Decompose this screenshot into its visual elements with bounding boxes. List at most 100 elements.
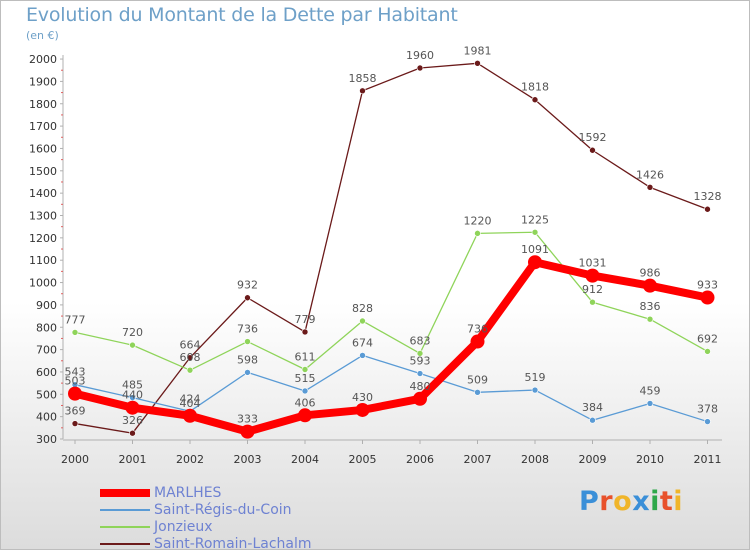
data-label: 326: [122, 414, 143, 427]
data-point: [129, 341, 136, 349]
data-label: 611: [295, 350, 316, 363]
y-tick-label: 300: [36, 433, 57, 446]
data-point: [474, 388, 481, 396]
data-point: [301, 366, 309, 373]
legend-label: MARLHES: [154, 485, 222, 501]
y-tick-label: 1200: [29, 232, 57, 245]
x-tick-label: 2005: [349, 453, 377, 466]
legend-swatch: [100, 489, 150, 497]
data-label: 932: [237, 279, 258, 292]
data-label: 509: [467, 373, 488, 386]
y-tick-label: 1100: [29, 254, 57, 267]
data-point: [474, 59, 481, 67]
data-label: 543: [65, 366, 86, 379]
chart-title: Evolution du Montant de la Dette par Hab…: [26, 4, 458, 26]
legend-label: Saint-Régis-du-Coin: [154, 502, 292, 518]
y-tick-label: 1900: [29, 75, 57, 88]
data-point: [71, 329, 79, 336]
proxiti-logo: Proxiti: [579, 486, 683, 517]
y-tick-label: 1300: [29, 210, 57, 223]
legend-swatch: [100, 526, 150, 528]
data-label: 836: [640, 300, 661, 313]
data-point: [244, 338, 251, 345]
data-label: 828: [352, 302, 373, 315]
data-point: [244, 369, 251, 376]
x-tick-label: 2004: [291, 453, 319, 466]
x-tick-label: 2008: [521, 453, 549, 466]
data-label: 692: [697, 332, 718, 345]
data-label: 779: [295, 313, 316, 326]
y-tick-label: 700: [36, 344, 57, 357]
data-point: [585, 268, 600, 283]
legend-swatch: [100, 543, 150, 545]
data-point: [531, 96, 539, 104]
series-line-2: [74, 231, 709, 371]
data-label: 384: [582, 401, 603, 414]
data-label: 1981: [464, 44, 492, 57]
data-point: [129, 394, 136, 401]
data-label: 369: [65, 405, 86, 418]
data-label: 440: [122, 389, 143, 402]
data-label: 1592: [579, 131, 607, 144]
data-point: [704, 418, 711, 425]
data-point: [470, 334, 485, 349]
data-label: 1225: [521, 213, 549, 226]
data-point: [355, 402, 370, 417]
unit-label: (en €): [26, 29, 59, 42]
data-point: [474, 230, 481, 237]
data-label: 777: [65, 313, 86, 326]
x-tick-label: 2011: [694, 453, 722, 466]
data-label: 1818: [521, 81, 549, 94]
data-label: 736: [237, 323, 258, 336]
data-point: [704, 348, 711, 355]
data-point: [301, 328, 309, 336]
y-tick-label: 1000: [29, 277, 57, 290]
data-label: 430: [352, 391, 373, 404]
series-line-0: [71, 258, 712, 436]
series-line-1: [74, 354, 709, 423]
data-point: [301, 387, 309, 395]
logo-letter: o: [613, 486, 633, 517]
data-label: 519: [525, 371, 546, 384]
data-point: [589, 146, 596, 154]
x-tick-label: 2007: [464, 453, 492, 466]
data-point: [359, 352, 366, 359]
y-tick-label: 900: [36, 299, 57, 312]
logo-letter: x: [632, 486, 651, 517]
y-tick-label: 1600: [29, 142, 57, 155]
data-label: 986: [640, 267, 661, 280]
data-point: [704, 205, 711, 213]
data-point: [646, 400, 654, 407]
logo-letter: t: [659, 486, 674, 517]
data-label: 1858: [349, 72, 377, 85]
data-label: 1091: [521, 243, 549, 256]
logo-letter: r: [599, 486, 614, 517]
x-tick-label: 2010: [636, 453, 664, 466]
data-point: [71, 420, 79, 427]
data-point: [646, 315, 654, 323]
x-tick-label: 2003: [234, 453, 262, 466]
y-tick-label: 1500: [29, 165, 57, 178]
data-point: [700, 290, 715, 305]
data-point: [240, 424, 255, 439]
data-label: 485: [122, 379, 143, 392]
legend-label: Jonzieux: [154, 519, 213, 535]
y-tick-label: 500: [36, 388, 57, 401]
data-label: 1328: [694, 190, 722, 203]
data-label: 424: [180, 392, 201, 405]
data-label: 1031: [579, 257, 607, 270]
y-tick-label: 1400: [29, 187, 57, 200]
data-point: [413, 391, 427, 406]
data-label: 503: [65, 375, 86, 388]
logo-letter: P: [579, 486, 600, 517]
data-point: [416, 350, 424, 357]
data-point: [186, 354, 194, 361]
data-label: 378: [697, 403, 718, 416]
data-label: 593: [410, 355, 431, 368]
data-point: [531, 386, 539, 394]
data-label: 333: [237, 413, 258, 426]
y-tick-label: 800: [36, 321, 57, 334]
data-point: [68, 386, 82, 401]
logo-letter: i: [650, 486, 660, 517]
